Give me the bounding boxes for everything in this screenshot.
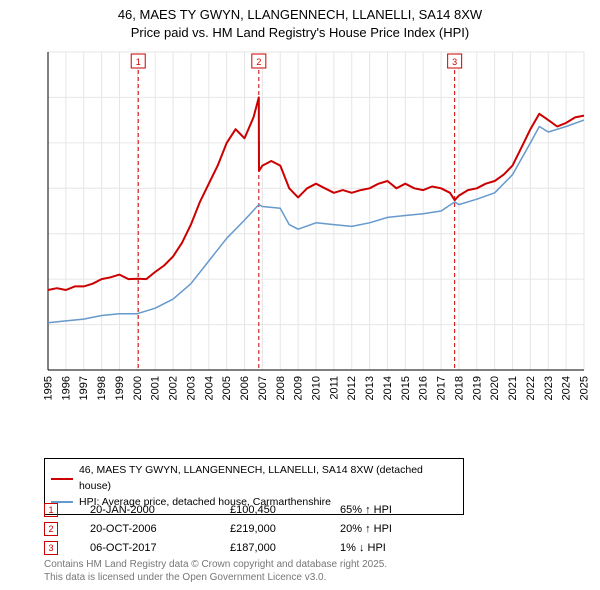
sale-price: £219,000 — [230, 523, 340, 535]
sale-vs-hpi: 20% ↑ HPI — [340, 523, 460, 535]
svg-text:2008: 2008 — [275, 376, 287, 400]
chart-svg: £0£50K£100K£150K£200K£250K£300K£350K1995… — [44, 48, 590, 418]
marker-badge-1: 1 — [44, 503, 58, 517]
svg-text:2025: 2025 — [579, 376, 591, 400]
svg-text:2017: 2017 — [436, 376, 448, 400]
svg-text:2: 2 — [256, 57, 261, 67]
footer-line-1: Contains HM Land Registry data © Crown c… — [44, 558, 387, 571]
svg-text:2004: 2004 — [203, 376, 215, 400]
sale-date: 20-JAN-2000 — [90, 504, 230, 516]
svg-text:1995: 1995 — [44, 376, 55, 400]
sale-price: £100,450 — [230, 504, 340, 516]
table-row: 1 20-JAN-2000 £100,450 65% ↑ HPI — [44, 500, 460, 519]
svg-text:2014: 2014 — [382, 376, 394, 400]
sale-vs-hpi: 1% ↓ HPI — [340, 542, 460, 554]
legend-swatch-red — [51, 478, 73, 480]
svg-text:2000: 2000 — [132, 376, 144, 400]
sale-vs-hpi: 65% ↑ HPI — [340, 504, 460, 516]
svg-text:2019: 2019 — [471, 376, 483, 400]
svg-text:2002: 2002 — [168, 376, 180, 400]
legend-item-price-paid: 46, MAES TY GWYN, LLANGENNECH, LLANELLI,… — [51, 463, 457, 495]
svg-text:2009: 2009 — [293, 376, 305, 400]
svg-text:1: 1 — [136, 57, 141, 67]
svg-text:1998: 1998 — [96, 376, 108, 400]
marker-badge-3: 3 — [44, 541, 58, 555]
svg-text:2023: 2023 — [543, 376, 555, 400]
svg-text:2020: 2020 — [489, 376, 501, 400]
title-line-2: Price paid vs. HM Land Registry's House … — [0, 24, 600, 42]
svg-text:2005: 2005 — [221, 376, 233, 400]
sale-price: £187,000 — [230, 542, 340, 554]
svg-text:2011: 2011 — [328, 376, 340, 400]
sale-date: 06-OCT-2017 — [90, 542, 230, 554]
svg-text:2010: 2010 — [311, 376, 323, 400]
sales-table: 1 20-JAN-2000 £100,450 65% ↑ HPI 2 20-OC… — [44, 500, 460, 557]
svg-text:1996: 1996 — [60, 376, 72, 400]
svg-text:3: 3 — [452, 57, 457, 67]
svg-text:2001: 2001 — [150, 376, 162, 400]
table-row: 2 20-OCT-2006 £219,000 20% ↑ HPI — [44, 519, 460, 538]
title-line-1: 46, MAES TY GWYN, LLANGENNECH, LLANELLI,… — [0, 6, 600, 24]
svg-text:2018: 2018 — [453, 376, 465, 400]
chart-title: 46, MAES TY GWYN, LLANGENNECH, LLANELLI,… — [0, 0, 600, 41]
svg-text:1997: 1997 — [78, 376, 90, 400]
chart-plot-area: £0£50K£100K£150K£200K£250K£300K£350K1995… — [44, 48, 590, 418]
sale-date: 20-OCT-2006 — [90, 523, 230, 535]
svg-text:2007: 2007 — [257, 376, 269, 400]
svg-text:2022: 2022 — [525, 376, 537, 400]
svg-text:2006: 2006 — [239, 376, 251, 400]
attribution-footer: Contains HM Land Registry data © Crown c… — [44, 558, 387, 584]
svg-text:2015: 2015 — [400, 376, 412, 400]
svg-text:2024: 2024 — [561, 376, 573, 400]
svg-text:2012: 2012 — [346, 376, 358, 400]
legend-label-price-paid: 46, MAES TY GWYN, LLANGENNECH, LLANELLI,… — [79, 463, 457, 495]
footer-line-2: This data is licensed under the Open Gov… — [44, 571, 387, 584]
svg-text:2013: 2013 — [364, 376, 376, 400]
svg-text:2003: 2003 — [185, 376, 197, 400]
svg-text:2021: 2021 — [507, 376, 519, 400]
marker-badge-2: 2 — [44, 522, 58, 536]
table-row: 3 06-OCT-2017 £187,000 1% ↓ HPI — [44, 538, 460, 557]
svg-text:1999: 1999 — [114, 376, 126, 400]
svg-text:2016: 2016 — [418, 376, 430, 400]
